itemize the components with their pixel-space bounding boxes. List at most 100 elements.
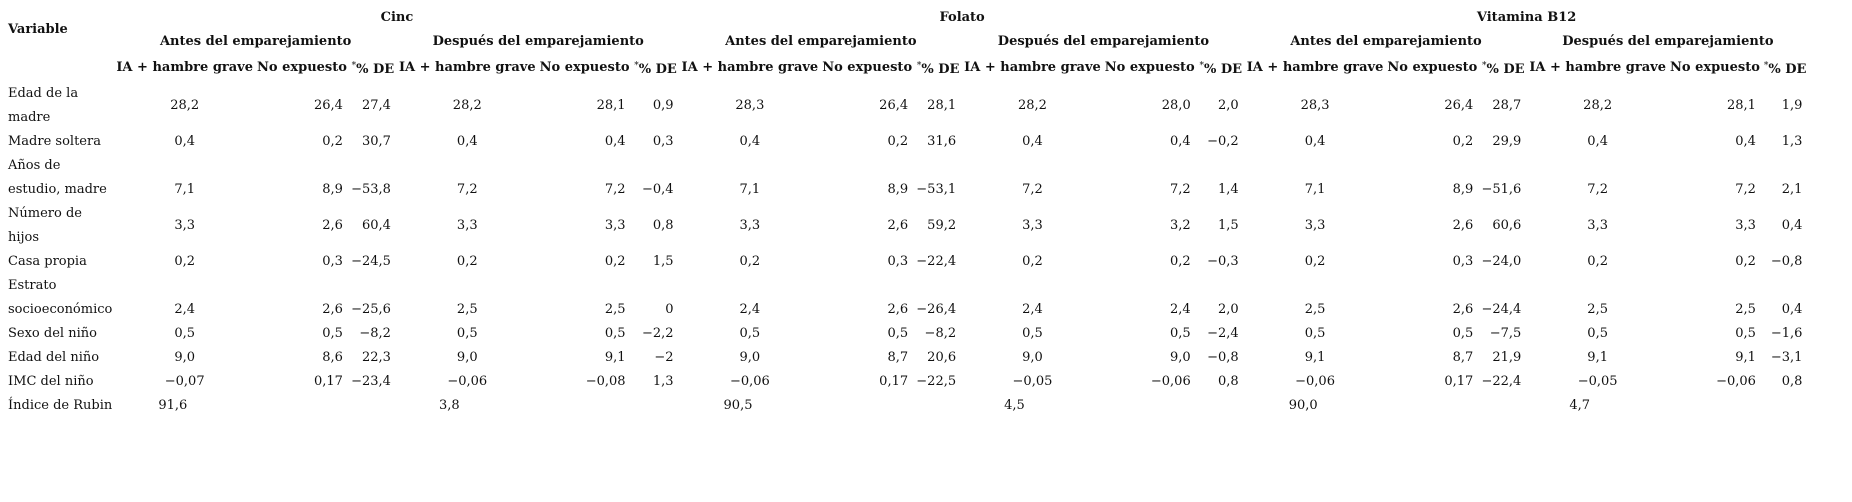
cell-exposed: 2,4 <box>739 302 761 317</box>
cell-unexposed: 2,6 <box>887 302 909 317</box>
table-row: Estrato socioeconómico 2,4 2,6 −25,6 2,5 2,5 0… <box>6 274 1808 322</box>
col-header-no-expuesto: No expuesto <box>1387 60 1478 75</box>
row-label: Sexo del niño <box>8 326 97 341</box>
cell-exposed: 28,2 <box>452 98 482 113</box>
cell-exposed: 0,2 <box>739 254 761 269</box>
col-header-ia-hambre: IA + hambre grave <box>116 60 254 75</box>
cell-unexposed: 8,6 <box>322 350 343 365</box>
cell-pct-de: 2,0 <box>1218 98 1239 113</box>
cell-pct-de: 0,8 <box>652 218 674 233</box>
rubin-index-value: 4,7 <box>1569 398 1590 413</box>
col-header-pct-de: *% DE <box>1479 54 1527 82</box>
cell-pct-de: −3,1 <box>1770 350 1803 365</box>
phase-header: Después del emparejamiento <box>1562 34 1774 49</box>
cell-pct-de: 27,4 <box>361 98 391 113</box>
cell-pct-de: −2 <box>654 350 674 365</box>
cell-unexposed: 9,0 <box>1170 350 1191 365</box>
cell-unexposed: 9,1 <box>1735 350 1756 365</box>
cell-pct-de: −26,4 <box>916 302 957 317</box>
cell-exposed: 9,1 <box>1304 350 1326 365</box>
cell-unexposed: 8,7 <box>1452 350 1474 365</box>
phase-header: Antes del emparejamiento <box>1290 34 1482 49</box>
cell-pct-de: −22,4 <box>1481 374 1522 389</box>
cell-exposed: 3,3 <box>1022 218 1043 233</box>
col-header-no-expuesto: No expuesto <box>1669 60 1760 75</box>
row-label: Madre soltera <box>8 134 101 149</box>
table-row: Índice de Rubin 91,6 3,8 90,5 4,5 90,0 4,7 <box>6 394 1808 418</box>
cell-exposed: 28,3 <box>1300 98 1330 113</box>
cell-pct-de: 0,8 <box>1781 374 1803 389</box>
cell-exposed: 0,5 <box>174 326 196 341</box>
cell-unexposed: 28,1 <box>596 98 626 113</box>
pct-de-label: % DE <box>356 62 395 77</box>
cell-exposed: 0,4 <box>1304 134 1326 149</box>
cell-pct-de: −23,4 <box>351 374 391 389</box>
cell-pct-de: −25,6 <box>351 302 391 317</box>
cell-pct-de: 1,5 <box>1218 218 1239 233</box>
cell-exposed: 0,5 <box>1304 326 1326 341</box>
cell-exposed: 28,2 <box>1583 98 1613 113</box>
pct-de-label: % DE <box>921 62 960 77</box>
rubin-index-value: 3,8 <box>438 398 460 413</box>
cell-unexposed: 0,2 <box>887 134 909 149</box>
asterisk-marker: * <box>916 61 922 71</box>
cell-exposed: 7,1 <box>174 182 196 197</box>
cell-unexposed: 0,5 <box>322 326 343 341</box>
cell-exposed: 9,0 <box>739 350 761 365</box>
col-header-pct-de: *% DE <box>1197 54 1245 82</box>
cell-unexposed: 0,5 <box>604 326 626 341</box>
cell-pct-de: −24,0 <box>1481 254 1522 269</box>
cell-exposed: −0,06 <box>1295 374 1335 389</box>
cell-unexposed: 26,4 <box>1444 98 1474 113</box>
cell-unexposed: 0,4 <box>1170 134 1191 149</box>
cell-unexposed: 8,7 <box>887 350 909 365</box>
table-row: IMC del niño −0,07 0,17 −23,4 −0,06 −0,08 1,3 −… <box>6 370 1808 394</box>
cell-unexposed: 0,5 <box>1452 326 1474 341</box>
cell-exposed: 0,4 <box>1587 134 1608 149</box>
cell-unexposed: 3,2 <box>1170 218 1191 233</box>
cell-exposed: 0,5 <box>1587 326 1608 341</box>
cell-exposed: 7,2 <box>1022 182 1043 197</box>
cell-exposed: −0,05 <box>1012 374 1053 389</box>
cell-exposed: 28,3 <box>735 98 765 113</box>
cell-pct-de: 1,3 <box>652 374 674 389</box>
row-label: Estrato socioeconómico <box>8 278 113 317</box>
cell-pct-de: −22,5 <box>916 374 957 389</box>
cell-exposed: 2,5 <box>456 302 478 317</box>
cell-exposed: 7,1 <box>1304 182 1326 197</box>
cell-pct-de: −24,5 <box>351 254 391 269</box>
cell-pct-de: 60,4 <box>361 218 391 233</box>
col-header-pct-de: *% DE <box>914 54 962 82</box>
asterisk-marker: * <box>1199 61 1204 71</box>
cell-pct-de: 21,9 <box>1492 350 1522 365</box>
cell-unexposed: 2,5 <box>604 302 626 317</box>
col-header-ia-hambre: IA + hambre grave <box>681 60 819 75</box>
cell-exposed: 2,4 <box>174 302 196 317</box>
cell-exposed: 3,3 <box>739 218 761 233</box>
table-row: Edad del niño 9,0 8,6 22,3 9,0 9,1 −2 9,0 8,7 20,… <box>6 346 1808 370</box>
cell-pct-de: 28,1 <box>927 98 957 113</box>
cell-unexposed: 2,4 <box>1170 302 1191 317</box>
cell-unexposed: 0,17 <box>879 374 909 389</box>
table-row: Madre soltera 0,4 0,2 30,7 0,4 0,4 0,3 0,4 0,2 31… <box>6 130 1808 154</box>
cell-exposed: 2,5 <box>1587 302 1608 317</box>
cell-unexposed: 0,4 <box>1735 134 1756 149</box>
cell-exposed: 3,3 <box>1587 218 1608 233</box>
row-label: Edad de la madre <box>8 86 79 125</box>
nutrient-header-b12: Vitamina B12 <box>1476 10 1577 25</box>
cell-pct-de: −8,2 <box>924 326 957 341</box>
cell-exposed: −0,07 <box>164 374 205 389</box>
cell-exposed: 0,5 <box>1022 326 1043 341</box>
asterisk-marker: * <box>351 61 357 71</box>
cell-unexposed: 7,2 <box>1735 182 1756 197</box>
cell-unexposed: 28,0 <box>1161 98 1191 113</box>
col-header-pct-de: *% DE <box>349 54 397 82</box>
phase-header: Después del emparejamiento <box>432 34 644 49</box>
pct-de-label: % DE <box>1203 62 1242 77</box>
table-row: Casa propia 0,2 0,3 −24,5 0,2 0,2 1,5 0,2 0,3 −22… <box>6 250 1808 274</box>
col-header-ia-hambre: IA + hambre grave <box>1529 60 1666 75</box>
cell-exposed: 0,4 <box>739 134 761 149</box>
cell-exposed: 7,2 <box>456 182 478 197</box>
cell-exposed: 0,2 <box>1587 254 1608 269</box>
